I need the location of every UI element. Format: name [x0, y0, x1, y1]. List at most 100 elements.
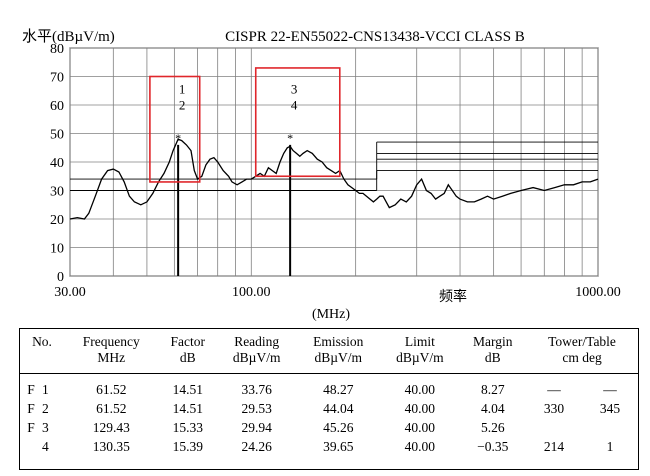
table-header-text: dBµV/m: [232, 350, 281, 365]
y-tick-label: 50: [50, 128, 64, 143]
cell-factor: 14.51: [172, 400, 203, 416]
cell-reading: 24.26: [241, 438, 272, 454]
table-header-cell: Reading dBµV/m: [217, 329, 297, 374]
table-header-cell: No.: [20, 329, 64, 374]
y-tick-label: 80: [50, 42, 64, 57]
table-header-text: Factor: [170, 334, 206, 349]
table-header-text: dB: [484, 350, 501, 365]
cell-flag: F: [27, 419, 35, 435]
table-header-text: dBµV/m: [314, 350, 363, 365]
table-header-text: No.: [32, 334, 52, 349]
cell-no: 4: [42, 438, 49, 454]
cell-factor: 15.33: [172, 419, 203, 435]
y-tick-labels: 0 10 20 30 40 50 60 70 80: [50, 42, 64, 285]
chart-title: CISPR 22-EN55022-CNS13438-VCCI CLASS B: [225, 29, 525, 45]
marker-label: 2: [179, 97, 186, 112]
cell-freq: 129.43: [92, 419, 130, 435]
cell-table: 345: [599, 400, 621, 416]
y-tick-label: 30: [50, 185, 64, 200]
table-header-text: Emission: [313, 334, 364, 349]
cell-emission: 39.65: [323, 438, 354, 454]
results-table: No. Frequency MHz Factor dB Reading dBµV/m Emis…: [20, 329, 638, 456]
cell-freq: 130.35: [92, 438, 130, 454]
cell-limit: 40.00: [404, 438, 436, 454]
cell-flag: F: [27, 400, 35, 416]
table-header-text: Tower/Table: [548, 334, 616, 349]
x-axis-label-cn: 频率: [439, 288, 467, 305]
table-row: F 1 61.52 14.51 33.76 48.27 40.00 8.27 — —: [20, 374, 638, 400]
y-tick-label: 70: [50, 71, 64, 86]
table-header-text: dB: [179, 350, 196, 365]
x-axis-unit: (MHz): [312, 307, 350, 322]
cell-reading: 29.53: [241, 400, 272, 416]
marker-star: *: [175, 131, 181, 145]
table-header-text: Limit: [404, 334, 435, 349]
cell-limit: 40.00: [404, 381, 436, 397]
cell-reading: 29.94: [241, 419, 272, 435]
table-header-text: Reading: [234, 334, 280, 349]
cell-tower: 330: [543, 400, 565, 416]
cell-tower: —: [547, 381, 561, 397]
cell-tower: [526, 418, 582, 437]
cell-factor: 14.51: [172, 381, 203, 397]
table-header-cell: Tower/Table cm deg: [526, 329, 638, 374]
cell-margin: −0.35: [477, 438, 509, 454]
y-tick-label: 60: [50, 99, 64, 114]
marker-label: 4: [291, 97, 298, 112]
grid-lines: [69, 47, 599, 277]
table-header-cell: Margin dB: [459, 329, 527, 374]
cell-limit: 40.00: [404, 400, 436, 416]
y-tick-label: 40: [50, 156, 64, 171]
cell-factor: 15.39: [172, 438, 203, 454]
cell-emission: 45.26: [323, 419, 354, 435]
cell-no: 2: [42, 400, 49, 416]
table-row: F 3 129.43 15.33 29.94 45.26 40.00 5.26: [20, 418, 638, 437]
table-header-text: MHz: [97, 350, 126, 365]
emission-trace: [69, 138, 599, 220]
table-header-text: Frequency: [82, 334, 140, 349]
highlight-boxes: [149, 67, 341, 183]
limit-lines: [70, 141, 598, 191]
marker-group: 12 * 34 *: [175, 82, 298, 276]
cell-reading: 33.76: [241, 381, 272, 397]
marker-star: *: [287, 131, 293, 145]
cell-freq: 61.52: [96, 400, 127, 416]
cell-flag: F: [27, 381, 35, 397]
marker-label: 3: [291, 82, 298, 97]
y-axis-label: 水平(dBµV/m): [22, 28, 115, 45]
cell-freq: 61.52: [96, 381, 127, 397]
cell-table: [582, 418, 638, 437]
y-tick-label: 20: [50, 213, 64, 228]
cell-no: 1: [42, 381, 49, 397]
highlight-box: [254, 67, 341, 178]
y-tick-label: 0: [57, 270, 64, 285]
x-tick-labels: 30.00 100.00 1000.00: [54, 285, 621, 300]
cell-table: —: [603, 381, 617, 397]
cell-emission: 48.27: [323, 381, 354, 397]
cell-margin: 5.26: [480, 419, 505, 435]
chart-title-group: CISPR 22-EN55022-CNS13438-VCCI CLASS B 水…: [22, 28, 525, 45]
table-header-cell: Factor dB: [158, 329, 217, 374]
emission-chart: CISPR 22-EN55022-CNS13438-VCCI CLASS B 水…: [22, 28, 621, 322]
table-header-row: No. Frequency MHz Factor dB Reading dBµV/m Emis…: [20, 329, 638, 374]
table-header-text: Margin: [473, 334, 513, 349]
cell-no: 3: [42, 419, 49, 435]
results-table-container: No. Frequency MHz Factor dB Reading dBµV/m Emis…: [19, 328, 639, 470]
cell-flag: [20, 437, 42, 456]
table-header-cell: Frequency MHz: [64, 329, 159, 374]
table-header-text: cm deg: [562, 350, 602, 365]
marker-label: 1: [179, 82, 186, 97]
cell-table: 1: [606, 438, 614, 454]
highlight-box: [149, 75, 201, 183]
y-tick-label: 10: [50, 242, 64, 257]
x-tick-label: 30.00: [54, 285, 86, 300]
cell-emission: 44.04: [323, 400, 354, 416]
cell-tower: 214: [543, 438, 565, 454]
table-header-cell: Limit dBµV/m: [380, 329, 460, 374]
cell-margin: 4.04: [480, 400, 505, 416]
x-tick-label: 1000.00: [575, 285, 621, 300]
cell-limit: 40.00: [404, 419, 436, 435]
table-header-text: dBµV/m: [396, 350, 444, 365]
table-row: 4 130.35 15.39 24.26 39.65 40.00 −0.35 214 1: [20, 437, 638, 456]
cell-margin: 8.27: [480, 381, 505, 397]
